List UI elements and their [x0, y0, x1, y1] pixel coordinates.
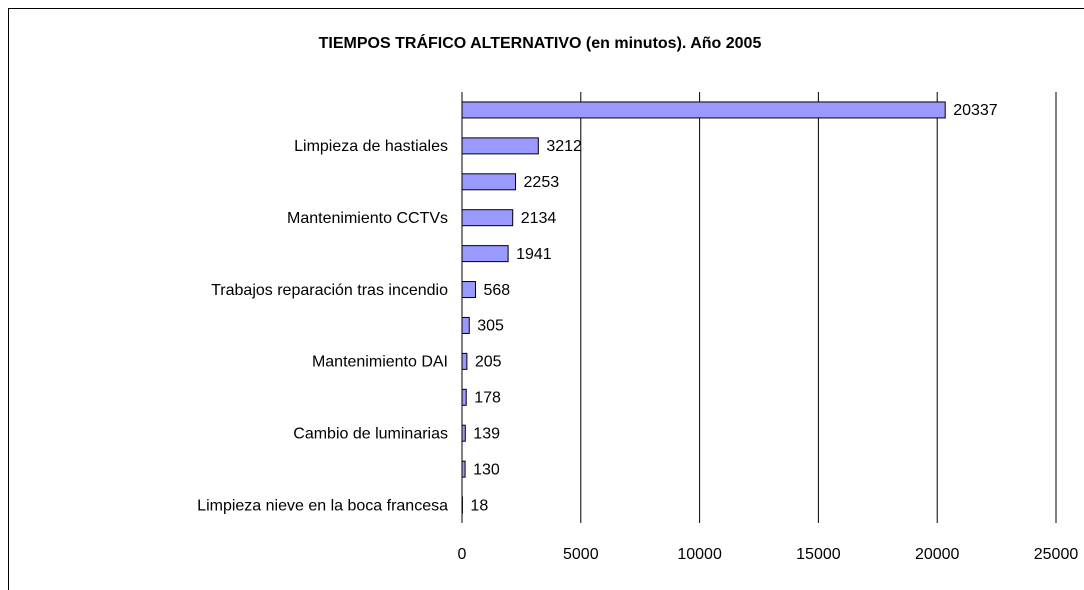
x-tick-label: 5000: [563, 546, 599, 563]
x-tick-label: 25000: [1034, 546, 1079, 563]
bar: [461, 209, 514, 227]
bar: [461, 424, 466, 442]
data-label: 305: [477, 318, 504, 335]
x-tick-label: 10000: [677, 546, 722, 563]
data-label: 139: [473, 425, 500, 442]
bar: [461, 101, 946, 119]
y-tick-label: Limpieza de hastiales: [294, 138, 448, 155]
data-label: 3212: [546, 138, 582, 155]
bar: [461, 137, 539, 155]
chart-title: TIEMPOS TRÁFICO ALTERNATIVO (en minutos)…: [319, 33, 762, 52]
bar: [461, 352, 468, 370]
y-tick-label: Cambio de luminarias: [293, 425, 448, 442]
data-label: 178: [474, 390, 501, 407]
y-tick-label: Limpieza nieve en la boca francesa: [197, 497, 448, 514]
bar: [461, 316, 470, 334]
y-tick-label: Mantenimiento CCTVs: [287, 210, 448, 227]
data-label: 2134: [521, 210, 557, 227]
data-label: 205: [475, 354, 502, 371]
data-label: 130: [473, 461, 500, 478]
data-label: 1941: [516, 246, 552, 263]
bar: [461, 281, 476, 299]
x-tick-label: 0: [458, 546, 467, 563]
bar: [461, 388, 467, 406]
bar: [461, 460, 466, 478]
data-label: 20337: [953, 102, 998, 119]
bar: [461, 173, 517, 191]
y-tick-label: Mantenimiento DAI: [312, 354, 448, 371]
chart-frame: [8, 8, 1084, 590]
data-label: 18: [470, 497, 488, 514]
data-label: 568: [483, 282, 510, 299]
y-tick-label: Trabajos reparación tras incendio: [211, 282, 448, 299]
x-tick-label: 20000: [915, 546, 960, 563]
data-label: 2253: [524, 174, 560, 191]
x-tick-label: 15000: [796, 546, 841, 563]
bar: [461, 245, 509, 263]
